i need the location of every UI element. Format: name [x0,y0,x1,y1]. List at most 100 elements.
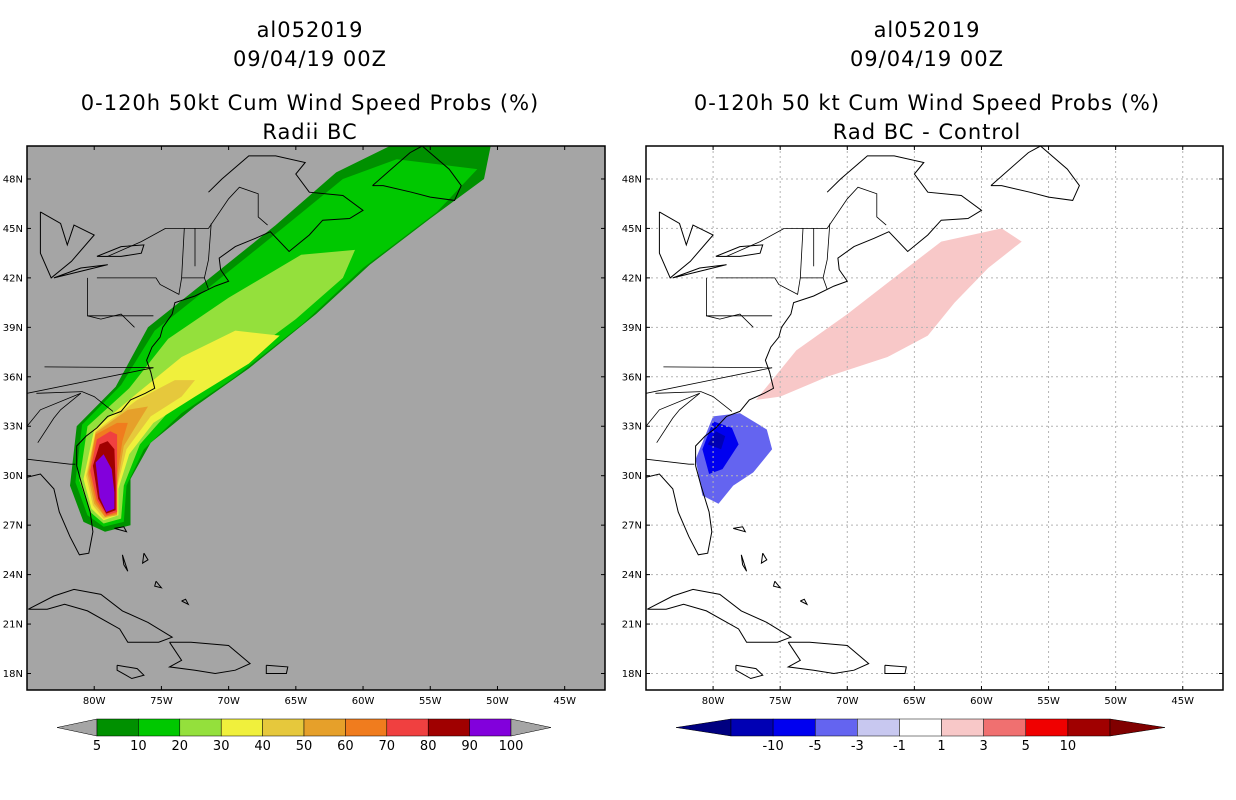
colorbar-2: -10 -5 -3 -1 1 3 5 10 [675,718,1166,754]
colorbar-swatch [899,718,942,737]
colorbar-swatch [469,718,512,737]
init-time: 09/04/19 00Z [232,47,388,71]
x-tick-label: 65W [285,696,308,707]
prob-band-neg10 [707,431,726,450]
colorbar-label: 80 [420,739,437,754]
coastline [672,264,727,279]
colorbar-label: 30 [213,739,230,754]
y-tick-label: 30N [3,471,23,482]
storm-id: al052019 [256,18,364,42]
colorbar-over-triangle [1109,718,1166,737]
y-tick-label: 30N [622,471,642,482]
coastline [27,155,364,556]
coastline [116,664,145,680]
state-border [27,367,154,394]
coastline [167,641,252,675]
coastline [715,244,764,257]
chart-title: 0-120h 50 kt Cum Wind Speed Probs (%) [693,91,1161,115]
x-tick-label: 65W [903,696,926,707]
coastline [735,664,764,680]
coastline [154,580,163,589]
y-tick-label: 18N [3,669,23,680]
map-frame [645,145,1224,691]
colorbar-label: 60 [337,739,354,754]
x-tick-label: 70W [217,696,240,707]
state-border [87,313,135,328]
coastline [28,588,174,643]
prob-band-1 [756,228,1022,400]
prob-band-20 [79,249,356,524]
colorbar-label: 90 [461,739,478,754]
coastline [800,598,809,606]
colorbar-swatch [772,718,816,737]
colorbar-label: -3 [851,739,864,754]
colorbar-swatch [179,718,222,737]
x-tick-label: 45W [553,696,576,707]
y-tick-label: 42N [622,273,642,284]
y-tick-label: 21N [622,620,642,631]
colorbar-swatch [1067,718,1111,737]
colorbar-under-triangle [675,718,732,737]
state-border [706,313,754,328]
state-border [96,228,185,296]
x-tick-label: 75W [769,696,792,707]
prob-band-10 [75,159,478,527]
colorbar-under-triangle [56,718,98,737]
colorbar-swatch [730,718,774,737]
state-border [646,458,695,465]
map-panel-2: 48N 45N 42N 39N 36N 33N 30N 27N 24N 21N 18N 80W 75W 7… [622,145,1224,707]
state-border [646,392,700,427]
coastline [760,552,768,565]
colorbar-label: -1 [893,739,906,754]
storm-id: al052019 [873,18,981,42]
x-tick-label: 60W [352,696,375,707]
y-tick-label: 21N [3,620,23,631]
coastline [96,244,145,257]
state-border [784,186,887,229]
colorbar-swatch [220,718,263,737]
y-tick-label: 36N [3,372,23,383]
colorbar-swatch [262,718,305,737]
y-tick-label: 18N [622,669,642,680]
x-tick-label: 50W [1104,696,1127,707]
colorbar-swatch [96,718,139,737]
colorbar-over-triangle [510,718,552,737]
coastline [647,588,793,643]
coastline [740,554,748,572]
state-border [37,392,82,443]
coastline [372,146,462,201]
colorbar-label: 10 [130,739,147,754]
coastline [121,554,129,572]
left-panel-title: al052019 09/04/19 00Z 0-120h 50kt Cum Wi… [10,16,610,147]
x-tick-label: 80W [83,696,106,707]
y-tick-label: 27N [3,521,23,532]
coastline [990,146,1080,201]
colorbar-label: 5 [93,739,101,754]
colorbar-swatch [857,718,900,737]
coastline [265,664,289,674]
coastline [646,155,983,556]
colorbar-swatch [386,718,429,737]
colorbar-swatch [814,718,858,737]
map-area [646,146,1223,690]
state-border [44,366,154,369]
coastline [114,526,128,533]
coastline [772,580,782,589]
y-tick-label: 36N [622,372,642,383]
colorbar-label: 70 [379,739,396,754]
chart-subtitle: Radii BC [262,120,358,144]
colorbar-swatch [345,718,388,737]
x-tick-label: 45W [1171,696,1194,707]
colorbar-label: 40 [254,739,271,754]
state-border [36,391,114,412]
x-tick-label: 50W [486,696,509,707]
prob-band-90 [95,454,115,512]
x-tick-label: 75W [150,696,173,707]
y-tick-label: 39N [622,323,642,334]
y-tick-label: 39N [3,323,23,334]
map-frame [26,145,606,691]
colorbar-label: 5 [1022,739,1030,754]
colorbar-swatch [983,718,1027,737]
colorbar-1: 5 10 20 30 40 50 60 70 80 90 100 [56,718,552,754]
